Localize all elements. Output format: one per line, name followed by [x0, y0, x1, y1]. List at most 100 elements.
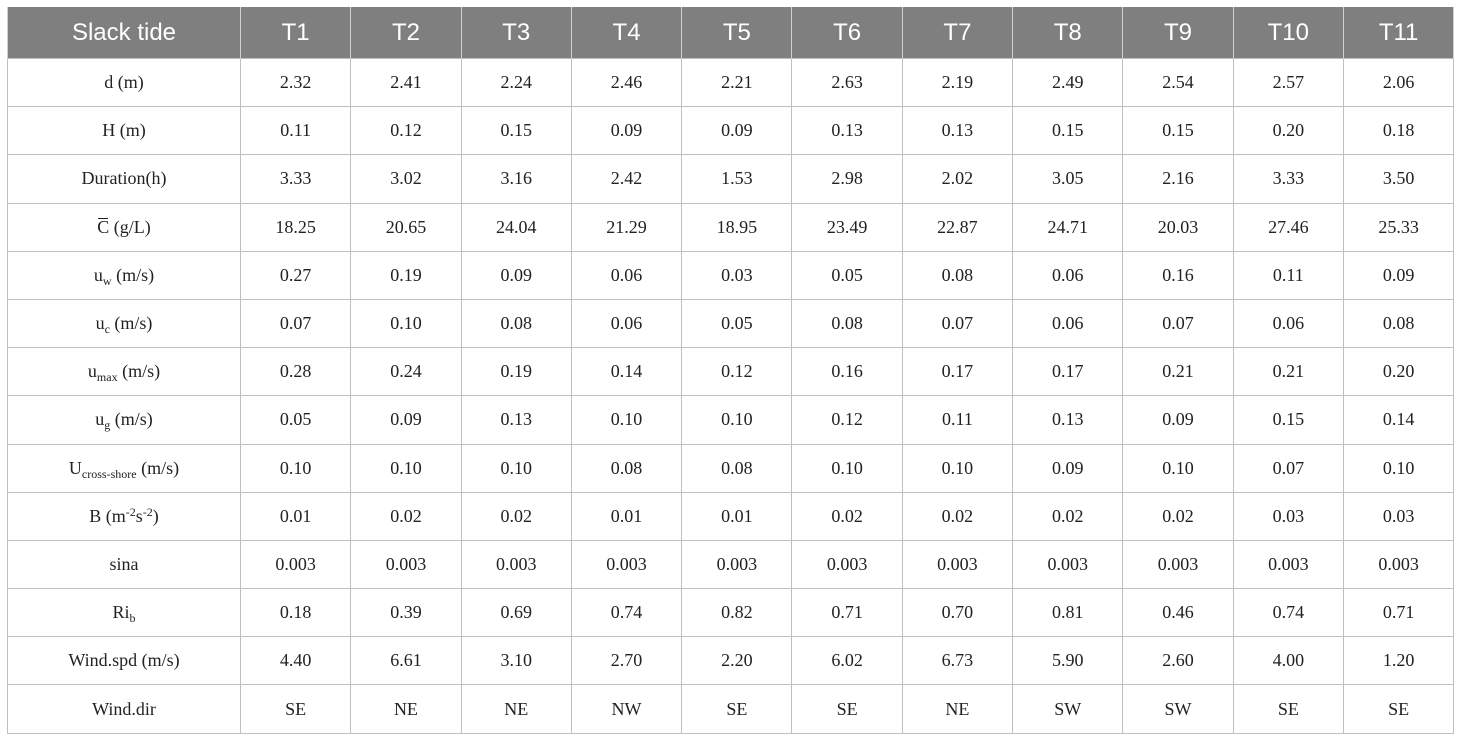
table-cell: 0.03 [681, 250, 793, 300]
table-cell: 0.003 [1012, 539, 1124, 590]
table-cell: 0.13 [460, 395, 572, 445]
header-cell-t3: T3 [460, 7, 572, 59]
table-cell: 3.50 [1342, 154, 1455, 204]
table-row: uw (m/s) 0.27 0.19 0.09 0.06 0.03 0.05 0.08 0.06… [7, 250, 1455, 300]
table-cell: 0.10 [239, 443, 352, 493]
table-cell: 0.003 [239, 539, 352, 590]
table-cell: 3.05 [1012, 154, 1124, 204]
table-cell: 2.24 [460, 57, 572, 108]
table-cell: 0.69 [460, 588, 572, 638]
row-label-base: H (m) [102, 120, 146, 141]
table-cell: 0.15 [460, 106, 572, 156]
table-cell: 0.09 [681, 106, 793, 156]
table-cell: 0.11 [239, 106, 352, 156]
table-cell: 0.46 [1122, 588, 1234, 638]
row-label-base: Wind.spd (m/s) [68, 650, 180, 671]
table-cell: 24.71 [1012, 202, 1124, 252]
table-cell: 18.25 [239, 202, 352, 252]
table-row: Duration(h) 3.33 3.02 3.16 2.42 1.53 2.98 2.02 3… [7, 154, 1455, 204]
row-label-tail: (m/s) [117, 361, 161, 382]
table-cell: 0.08 [791, 298, 903, 349]
table-cell: 2.32 [239, 57, 352, 108]
table-cell: 24.04 [460, 202, 572, 252]
table-cell: 0.13 [901, 106, 1014, 156]
row-label: sina [7, 539, 241, 590]
table-cell: NW [570, 684, 683, 734]
table-cell: SW [1012, 684, 1124, 734]
header-cell-t6: T6 [791, 7, 903, 59]
row-label-base: Ri [112, 602, 130, 623]
table-cell: 0.09 [460, 250, 572, 300]
table-cell: 2.46 [570, 57, 683, 108]
table-cell: 0.07 [901, 298, 1014, 349]
row-label-base: u [95, 313, 105, 334]
row-label-sub: g [104, 418, 111, 433]
row-label-base: Duration(h) [81, 168, 167, 189]
table-cell: 0.07 [1232, 443, 1344, 493]
table-row: umax (m/s) 0.28 0.24 0.19 0.14 0.12 0.16 0.17 0.… [7, 347, 1455, 397]
row-label: umax (m/s) [7, 347, 241, 397]
table-row: Wind.spd (m/s) 4.40 6.61 3.10 2.70 2.20 6.02 6.… [7, 636, 1455, 686]
table-cell: 0.10 [791, 443, 903, 493]
table-cell: 0.27 [239, 250, 352, 300]
header-row: Slack tide T1 T2 T3 T4 T5 T6 T7 T8 T9 T10 T11 [7, 7, 1455, 59]
table-cell: 0.10 [460, 443, 572, 493]
table-row: H (m) 0.11 0.12 0.15 0.09 0.09 0.13 0.13 0.15 0.1… [7, 106, 1455, 156]
table-row: B (m-2s-2) 0.01 0.02 0.02 0.01 0.01 0.02 0.02 0.… [7, 491, 1455, 541]
row-label-tail: (m/s) [109, 313, 153, 334]
table-cell: 2.70 [570, 636, 683, 686]
slack-tide-table: Slack tide T1 T2 T3 T4 T5 T6 T7 T8 T9 T10 T11 d (m)… [7, 7, 1455, 734]
data-table-container: Slack tide T1 T2 T3 T4 T5 T6 T7 T8 T9 T10 T11 d (m)… [7, 7, 1455, 734]
table-cell: 0.15 [1122, 106, 1234, 156]
table-cell: 0.21 [1232, 347, 1344, 397]
row-label-tail: (m/s) [110, 409, 153, 430]
table-cell: 0.14 [1342, 395, 1455, 445]
table-cell: 1.20 [1342, 636, 1455, 686]
table-cell: 6.73 [901, 636, 1014, 686]
table-row: Wind.dir SE NE NE NW SE SE NE SW SW SE SE [7, 684, 1455, 734]
table-cell: 0.02 [1122, 491, 1234, 541]
header-cell-t7: T7 [901, 7, 1014, 59]
table-cell: 0.02 [791, 491, 903, 541]
table-cell: 0.12 [350, 106, 462, 156]
table-cell: 1.53 [681, 154, 793, 204]
row-label-sub: cross-shore [81, 466, 137, 481]
table-cell: 0.82 [681, 588, 793, 638]
table-cell: 0.09 [1342, 250, 1455, 300]
row-label: H (m) [7, 106, 241, 156]
table-cell: 0.13 [1012, 395, 1124, 445]
table-row: C (g/L) 18.25 20.65 24.04 21.29 18.95 23.49 22.… [7, 202, 1455, 252]
header-cell-t4: T4 [570, 7, 683, 59]
table-cell: 0.24 [350, 347, 462, 397]
table-cell: 0.02 [350, 491, 462, 541]
table-cell: 3.16 [460, 154, 572, 204]
header-cell-t10: T10 [1232, 7, 1344, 59]
table-cell: 0.09 [1012, 443, 1124, 493]
row-label-base: (g/L) [109, 216, 151, 237]
row-label: C (g/L) [7, 202, 241, 252]
table-cell: 2.42 [570, 154, 683, 204]
table-cell: 0.71 [791, 588, 903, 638]
row-label: Wind.spd (m/s) [7, 636, 241, 686]
table-cell: 0.003 [1342, 539, 1455, 590]
table-cell: 0.19 [460, 347, 572, 397]
table-cell: 0.05 [791, 250, 903, 300]
table-cell: 0.39 [350, 588, 462, 638]
table-cell: 0.12 [681, 347, 793, 397]
table-cell: 21.29 [570, 202, 683, 252]
table-cell: 0.13 [791, 106, 903, 156]
table-cell: 0.003 [791, 539, 903, 590]
table-cell: 0.09 [1122, 395, 1234, 445]
table-cell: 0.15 [1012, 106, 1124, 156]
header-cell-t5: T5 [681, 7, 793, 59]
table-cell: 0.003 [1122, 539, 1234, 590]
table-cell: SE [239, 684, 352, 734]
header-cell-t8: T8 [1012, 7, 1124, 59]
table-cell: 0.08 [570, 443, 683, 493]
table-cell: 0.74 [570, 588, 683, 638]
table-cell: 0.07 [1122, 298, 1234, 349]
table-cell: SE [791, 684, 903, 734]
table-cell: 0.10 [1122, 443, 1234, 493]
table-row: ug (m/s) 0.05 0.09 0.13 0.10 0.10 0.12 0.11 0.13… [7, 395, 1455, 445]
table-cell: 0.10 [350, 298, 462, 349]
